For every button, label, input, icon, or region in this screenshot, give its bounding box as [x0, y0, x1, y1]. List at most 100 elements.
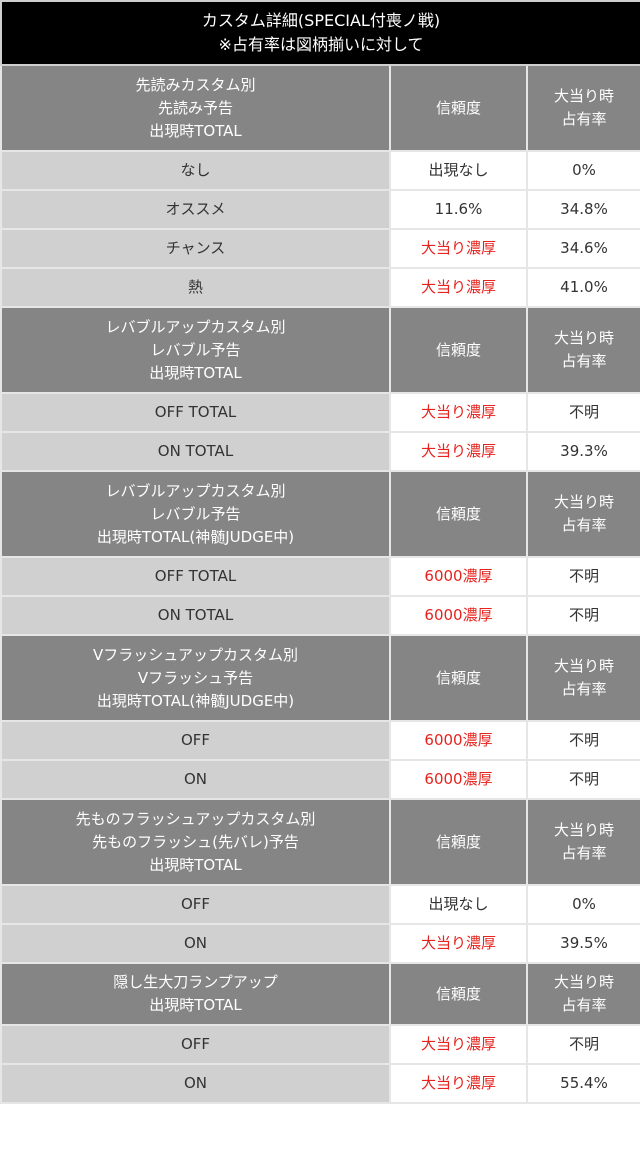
row-label: ON [0, 759, 391, 800]
section-header-row: 隠し生大刀ランプアップ 出現時TOTAL 信頼度 大当り時 占有率 [0, 962, 640, 1026]
row-label: OFF TOTAL [0, 556, 391, 597]
column-header-reliability: 信頼度 [389, 64, 528, 152]
table-row: オススメ 11.6% 34.8% [0, 189, 640, 230]
share-value: 39.5% [525, 923, 640, 964]
share-value: 不明 [525, 392, 640, 433]
table-row: ON TOTAL 6000濃厚 不明 [0, 595, 640, 636]
column-header-share: 大当り時 占有率 [525, 798, 640, 886]
section-heading: レバブルアップカスタム別 レバブル予告 出現時TOTAL [0, 306, 391, 394]
table-row: ON TOTAL 大当り濃厚 39.3% [0, 431, 640, 472]
share-value: 不明 [525, 556, 640, 597]
section-heading-line: 出現時TOTAL [149, 363, 242, 382]
reliability-value: 大当り濃厚 [389, 431, 528, 472]
share-value: 34.8% [525, 189, 640, 230]
section-heading-line: Vフラッシュアップカスタム別 [93, 645, 298, 664]
column-header-share: 大当り時 占有率 [525, 470, 640, 558]
share-value: 不明 [525, 1024, 640, 1065]
column-header-share: 大当り時 占有率 [525, 962, 640, 1026]
share-value: 0% [525, 884, 640, 925]
column-header-share-line: 大当り時 [554, 657, 615, 675]
reliability-value: 11.6% [389, 189, 528, 230]
section-heading-line: レバブルアップカスタム別 [105, 481, 286, 500]
section-heading-line: 出現時TOTAL [149, 855, 242, 874]
reliability-value: 大当り濃厚 [389, 228, 528, 269]
column-header-share: 大当り時 占有率 [525, 634, 640, 722]
column-header-share-line: 占有率 [561, 680, 607, 698]
column-header-share-line: 占有率 [561, 516, 607, 534]
column-header-share-line: 大当り時 [554, 329, 615, 347]
reliability-value: 大当り濃厚 [389, 267, 528, 308]
custom-detail-table: カスタム詳細(SPECIAL付喪ノ戦) ※占有率は図柄揃いに対して 先読みカスタ… [0, 0, 640, 1104]
row-label: OFF [0, 1024, 391, 1065]
row-label: オススメ [0, 189, 391, 230]
table-row: OFF TOTAL 大当り濃厚 不明 [0, 392, 640, 433]
column-header-share-line: 占有率 [561, 996, 607, 1014]
column-header-share-line: 占有率 [561, 110, 607, 128]
share-value: 41.0% [525, 267, 640, 308]
row-label: チャンス [0, 228, 391, 269]
title-line-1: カスタム詳細(SPECIAL付喪ノ戦) [201, 11, 441, 30]
column-header-share: 大当り時 占有率 [525, 64, 640, 152]
share-value: 不明 [525, 595, 640, 636]
table-title-row: カスタム詳細(SPECIAL付喪ノ戦) ※占有率は図柄揃いに対して [0, 0, 640, 66]
reliability-value: 6000濃厚 [389, 720, 528, 761]
section-heading-line: 出現時TOTAL(神髄JUDGE中) [96, 691, 295, 710]
table-row: ON 6000濃厚 不明 [0, 759, 640, 800]
section-heading-line: レバブルアップカスタム別 [105, 317, 286, 336]
title-note: ※占有率は図柄揃いに対して [218, 35, 424, 54]
section-heading: 先読みカスタム別 先読み予告 出現時TOTAL [0, 64, 391, 152]
row-label: なし [0, 150, 391, 191]
section-header-row: レバブルアップカスタム別 レバブル予告 出現時TOTAL 信頼度 大当り時占有率 [0, 306, 640, 394]
section-header-row: 先ものフラッシュアップカスタム別 先ものフラッシュ(先バレ)予告 出現時TOTAL 信… [0, 798, 640, 886]
column-header-share-line: 大当り時 [554, 821, 615, 839]
table-row: チャンス 大当り濃厚 34.6% [0, 228, 640, 269]
row-label: OFF [0, 884, 391, 925]
column-header-share-line: 占有率 [561, 352, 607, 370]
table-row: なし 出現なし 0% [0, 150, 640, 191]
table-row: ON 大当り濃厚 55.4% [0, 1063, 640, 1104]
section-header-row: レバブルアップカスタム別 レバブル予告 出現時TOTAL(神髄JUDGE中) 信頼度大… [0, 470, 640, 558]
table-row: ON 大当り濃厚 39.5% [0, 923, 640, 964]
column-header-share-line: 占有率 [561, 844, 607, 862]
section-heading-line: 出現時TOTAL [149, 996, 242, 1014]
section-heading-line: 隠し生大刀ランプアップ [113, 973, 278, 991]
table-row: 熱大当り濃厚 41.0% [0, 267, 640, 308]
section-heading-line: 先ものフラッシュアップカスタム別 [75, 809, 316, 828]
share-value: 不明 [525, 720, 640, 761]
row-label: OFF TOTAL [0, 392, 391, 433]
reliability-value: 出現なし [389, 884, 528, 925]
column-header-share-line: 大当り時 [554, 493, 615, 511]
section-heading: Vフラッシュアップカスタム別 Vフラッシュ予告出現時TOTAL(神髄JUDGE中) [0, 634, 391, 722]
section-heading-line: Vフラッシュ予告 [137, 668, 254, 687]
table-row: OFF 6000濃厚 不明 [0, 720, 640, 761]
share-value: 不明 [525, 759, 640, 800]
share-value: 34.6% [525, 228, 640, 269]
reliability-value: 6000濃厚 [389, 595, 528, 636]
section-heading-line: レバブル予告 [150, 504, 241, 523]
row-label: OFF [0, 720, 391, 761]
table-row: OFF 出現なし 0% [0, 884, 640, 925]
reliability-value: 大当り濃厚 [389, 1024, 528, 1065]
column-header-reliability: 信頼度 [389, 306, 528, 394]
table-row: OFF TOTAL 6000濃厚 不明 [0, 556, 640, 597]
table-title: カスタム詳細(SPECIAL付喪ノ戦) ※占有率は図柄揃いに対して [0, 0, 640, 66]
section-heading: 隠し生大刀ランプアップ 出現時TOTAL [0, 962, 391, 1026]
reliability-value: 6000濃厚 [389, 759, 528, 800]
row-label: ON TOTAL [0, 595, 391, 636]
section-header-row: Vフラッシュアップカスタム別 Vフラッシュ予告出現時TOTAL(神髄JUDGE中)… [0, 634, 640, 722]
section-heading-line: 出現時TOTAL(神髄JUDGE中) [96, 527, 295, 546]
row-label: 熱 [0, 267, 391, 308]
reliability-value: 大当り濃厚 [389, 1063, 528, 1104]
column-header-share-line: 大当り時 [554, 973, 615, 991]
share-value: 0% [525, 150, 640, 191]
section-heading-line: 出現時TOTAL [149, 121, 242, 140]
row-label: ON TOTAL [0, 431, 391, 472]
reliability-value: 6000濃厚 [389, 556, 528, 597]
column-header-reliability: 信頼度 [389, 798, 528, 886]
share-value: 39.3% [525, 431, 640, 472]
section-heading-line: 先読み予告 [157, 98, 233, 117]
column-header-share-line: 大当り時 [554, 87, 615, 105]
section-heading: 先ものフラッシュアップカスタム別 先ものフラッシュ(先バレ)予告 出現時TOTAL [0, 798, 391, 886]
reliability-value: 出現なし [389, 150, 528, 191]
table-row: OFF 大当り濃厚 不明 [0, 1024, 640, 1065]
